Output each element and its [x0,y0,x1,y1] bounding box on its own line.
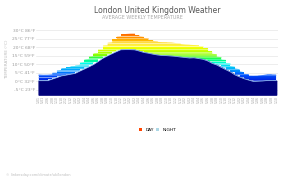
Y-axis label: TEMPERATURE (°C): TEMPERATURE (°C) [6,39,10,79]
Title: London United Kingdom Weather: London United Kingdom Weather [94,5,221,15]
Legend: DAY, NIGHT: DAY, NIGHT [137,126,178,134]
Text: © linkersday.com/climate/uk/london: © linkersday.com/climate/uk/london [6,173,70,177]
Text: AVERAGE WEEKLY TEMPERATURE: AVERAGE WEEKLY TEMPERATURE [102,15,182,20]
